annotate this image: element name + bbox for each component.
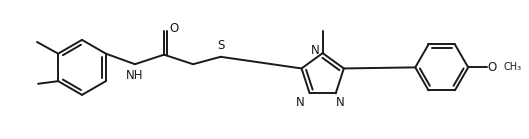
Text: N: N bbox=[335, 96, 344, 109]
Text: O: O bbox=[487, 61, 497, 74]
Text: N: N bbox=[296, 96, 305, 109]
Text: S: S bbox=[217, 39, 224, 52]
Text: NH: NH bbox=[126, 69, 144, 82]
Text: N: N bbox=[311, 44, 319, 58]
Text: CH₃: CH₃ bbox=[503, 62, 521, 72]
Text: O: O bbox=[169, 22, 178, 35]
